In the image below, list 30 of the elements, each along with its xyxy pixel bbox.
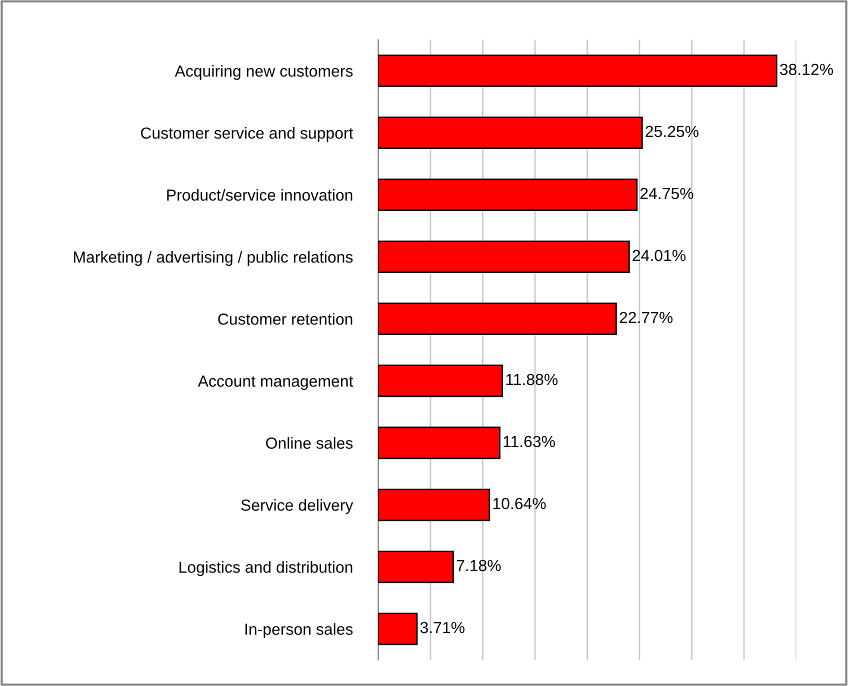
bar	[378, 178, 638, 212]
data-label: 38.12%	[780, 64, 834, 76]
data-label: 25.25%	[646, 126, 698, 138]
y-tick-label: Acquiring new customers	[174, 65, 353, 80]
y-tick-label: Marketing / advertising / public relations	[74, 251, 353, 266]
y-tick-label: Logistics and distribution	[180, 561, 352, 576]
data-label: 24.01%	[632, 250, 686, 262]
y-tick-label: Online sales	[266, 437, 353, 449]
data-label: 22.77%	[620, 312, 673, 324]
y-tick-label: Customer retention	[218, 313, 352, 325]
data-label: 7.18%	[456, 560, 501, 572]
bar	[378, 488, 490, 522]
y-tick-label: Product/service innovation	[167, 189, 352, 201]
bar	[378, 240, 630, 274]
data-label: 24.75%	[640, 188, 694, 200]
bar	[378, 550, 454, 584]
y-tick-label: Customer service and support	[140, 127, 354, 142]
bar	[378, 116, 643, 150]
data-label: 11.63%	[504, 436, 555, 448]
bar	[378, 612, 418, 646]
data-label: 3.71%	[420, 622, 464, 634]
data-label: 10.64%	[493, 498, 546, 510]
bar	[378, 302, 617, 336]
y-tick-label: Account management	[198, 376, 354, 390]
bar	[378, 54, 778, 87]
data-label: 11.88%	[506, 374, 558, 386]
bar	[378, 426, 500, 460]
bar	[378, 364, 504, 398]
y-tick-label: In-person sales	[245, 623, 353, 638]
y-tick-label: Service delivery	[241, 499, 354, 514]
